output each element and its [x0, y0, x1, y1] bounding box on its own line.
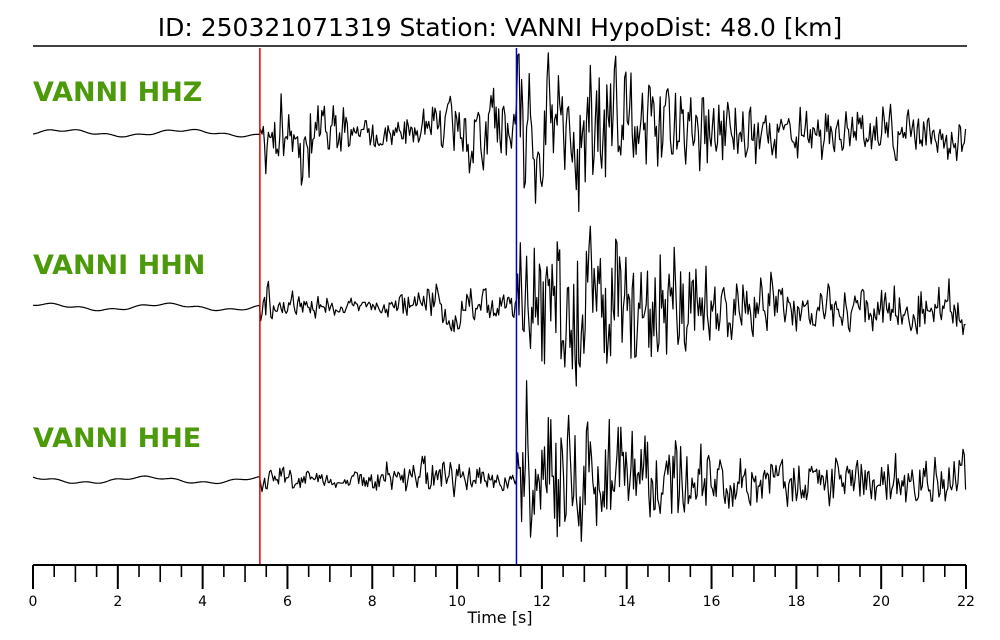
trace-vanni-hhz	[32, 52, 967, 212]
traces-group	[32, 52, 967, 543]
x-tick-label: 8	[368, 594, 377, 610]
x-tick-label: 0	[29, 594, 38, 610]
x-axis: 0 2 4 6 8 10 12 14 16 18 20 22	[29, 564, 975, 610]
trace-vanni-hhe	[32, 380, 967, 543]
channel-label: VANNI HHE	[33, 423, 201, 454]
x-axis-label: Time [s]	[466, 608, 532, 627]
x-tick-label: 20	[872, 594, 890, 610]
channel-labels: VANNI HHZ VANNI HHN VANNI HHE	[33, 77, 205, 454]
x-tick-label: 10	[448, 594, 466, 610]
x-tick-label: 2	[113, 594, 122, 610]
phase-picks	[259, 48, 518, 565]
x-tick-label: 12	[533, 594, 551, 610]
x-tick-label: 22	[957, 594, 975, 610]
x-tick-label: 6	[283, 594, 292, 610]
x-tick-label: 4	[198, 594, 207, 610]
x-tick-label: 18	[787, 594, 805, 610]
channel-label: VANNI HHZ	[33, 77, 202, 108]
channel-label: VANNI HHN	[33, 250, 205, 281]
chart-title: ID: 250321071319 Station: VANNI HypoDist…	[158, 13, 843, 42]
x-tick-label: 16	[703, 594, 721, 610]
trace-vanni-hhn	[32, 225, 966, 387]
x-tick-label: 14	[618, 594, 636, 610]
